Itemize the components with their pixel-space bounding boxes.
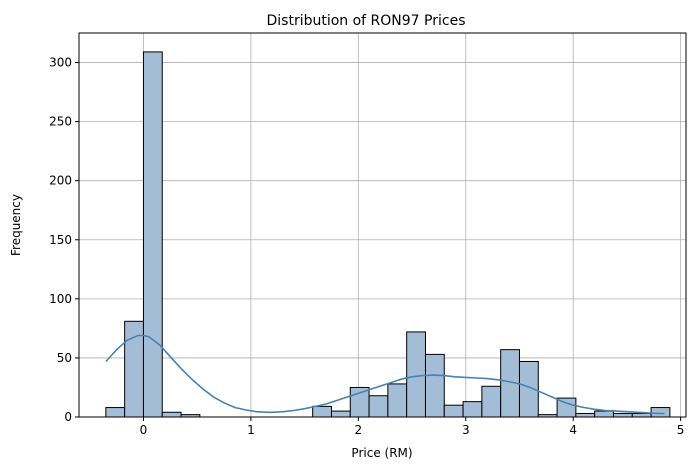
y-axis-label: Frequency (9, 194, 23, 256)
x-tick-label: 1 (247, 423, 255, 437)
y-tick-label: 50 (57, 351, 72, 365)
histogram-bar (105, 407, 126, 418)
y-tick-label: 300 (49, 56, 72, 70)
chart-title: Distribution of RON97 Prices (266, 13, 465, 29)
x-axis-ticks: 0 1 2 3 4 5 (140, 417, 685, 437)
histogram-bar (312, 405, 332, 418)
histogram-bar (462, 401, 483, 418)
histogram-bar (575, 412, 596, 418)
histogram-bar (142, 51, 163, 418)
grid-lines (79, 33, 686, 418)
plot-frame (78, 32, 687, 418)
histogram-bar (368, 395, 389, 418)
x-tick-label: 4 (569, 423, 577, 437)
histogram-bar (161, 411, 182, 418)
histogram-bars (105, 51, 671, 418)
x-tick-label: 3 (462, 423, 470, 437)
histogram-bar (330, 410, 351, 418)
x-tick-label: 0 (140, 423, 148, 437)
histogram-bar (631, 412, 652, 418)
y-tick-label: 150 (49, 233, 72, 247)
x-tick-label: 5 (677, 423, 685, 437)
x-tick-label: 2 (355, 423, 363, 437)
y-tick-label: 0 (64, 410, 72, 424)
y-tick-label: 200 (49, 174, 72, 188)
histogram-bar (387, 383, 408, 418)
y-tick-label: 100 (49, 292, 72, 306)
y-tick-label: 250 (49, 115, 72, 129)
histogram-bar (406, 331, 426, 418)
y-axis-ticks: 0 50 100 150 200 250 300 (49, 56, 79, 424)
histogram-bar (349, 386, 370, 418)
histogram-bar (612, 412, 633, 418)
histogram-bar (481, 385, 502, 418)
histogram-bar (594, 410, 614, 418)
kde-curve (105, 334, 665, 415)
histogram-bar (424, 353, 445, 418)
x-axis-label: Price (RM) (351, 446, 412, 460)
histogram-bar (443, 404, 464, 418)
histogram-bar (650, 407, 671, 418)
